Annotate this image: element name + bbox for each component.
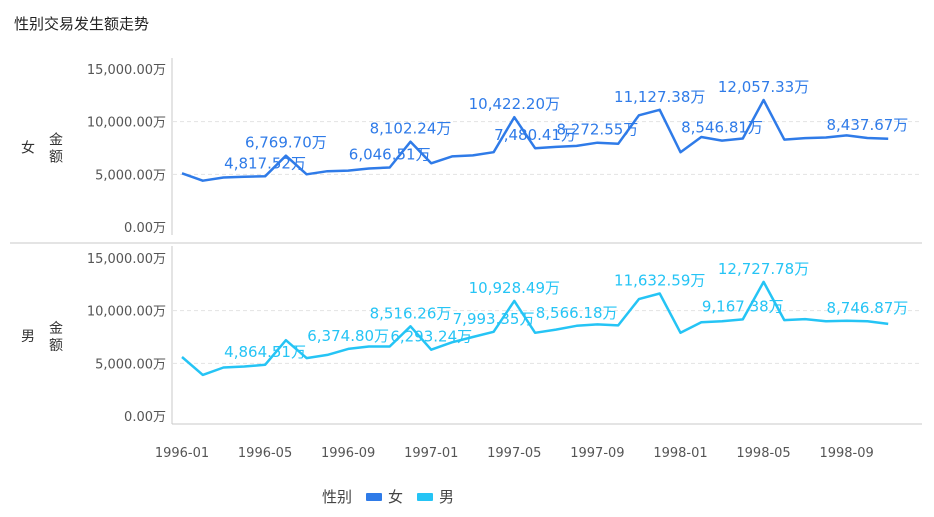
panel-label: 女 — [21, 140, 35, 157]
panel-label: 男 — [21, 329, 35, 345]
y-tick-label: 10,000.00万 — [87, 305, 166, 320]
y-tick-label: 0.00万 — [124, 410, 166, 425]
y-tick-label: 5,000.00万 — [95, 168, 166, 183]
x-tick-label: 1998-05 — [736, 446, 790, 461]
legend-label-male: 男 — [439, 488, 455, 506]
series-line-female — [181, 98, 889, 182]
x-tick-label: 1997-09 — [570, 446, 624, 461]
y-tick-label: 10,000.00万 — [87, 116, 166, 131]
data-label: 11,632.59万 — [614, 271, 705, 289]
series-line-male — [181, 280, 889, 377]
legend-swatch-male — [417, 492, 434, 501]
data-label: 7,993.35万 — [453, 310, 535, 328]
data-label: 8,566.18万 — [536, 304, 618, 322]
data-label: 12,727.78万 — [718, 260, 809, 278]
y-tick-label: 15,000.00万 — [87, 252, 166, 267]
data-label: 8,546.81万 — [681, 119, 763, 137]
chart-title: 性别交易发生额走势 — [14, 15, 150, 33]
data-label: 6,046.51万 — [349, 145, 431, 163]
data-label: 10,928.49万 — [469, 279, 560, 297]
x-tick-label: 1998-01 — [653, 446, 707, 461]
y-tick-label: 0.00万 — [124, 221, 166, 236]
x-tick-label: 1996-05 — [238, 446, 292, 461]
y-tick-label: 5,000.00万 — [95, 357, 166, 372]
data-label: 8,437.67万 — [827, 116, 909, 134]
legend-item-male[interactable]: 男 — [417, 486, 454, 507]
x-tick-label: 1996-01 — [155, 446, 209, 461]
x-tick-label: 1997-01 — [404, 446, 458, 461]
legend-item-female[interactable]: 女 — [366, 486, 403, 507]
x-tick-label: 1997-05 — [487, 446, 541, 461]
data-label: 6,374.80万 — [307, 327, 389, 345]
y-tick-label: 15,000.00万 — [87, 63, 166, 78]
data-label: 11,127.38万 — [614, 88, 705, 106]
data-label: 8,272.55万 — [556, 121, 638, 139]
legend-label-female: 女 — [388, 488, 404, 506]
x-tick-label: 1998-09 — [819, 446, 873, 461]
data-label: 12,057.33万 — [718, 78, 809, 96]
data-label: 8,102.24万 — [370, 120, 452, 138]
data-label: 4,817.52万 — [224, 154, 306, 172]
data-label: 7,480.41万 — [494, 126, 576, 144]
y-axis-label: 额 — [49, 338, 63, 354]
data-label: 4,864.51万 — [224, 343, 306, 361]
data-label: 10,422.20万 — [469, 95, 560, 113]
data-label: 6,293.24万 — [390, 328, 472, 346]
data-label: 8,516.26万 — [370, 304, 452, 322]
data-label: 6,769.70万 — [245, 134, 327, 152]
y-axis-label: 额 — [49, 150, 63, 166]
x-tick-label: 1996-09 — [321, 446, 375, 461]
data-label: 9,167.38万 — [702, 297, 784, 315]
y-axis-label: 金 — [49, 133, 63, 149]
legend: 性别 女 男 — [322, 486, 454, 507]
legend-title: 性别 — [322, 488, 353, 506]
legend-swatch-female — [366, 492, 383, 501]
data-label: 8,746.87万 — [827, 299, 909, 317]
y-axis-label: 金 — [49, 321, 63, 337]
